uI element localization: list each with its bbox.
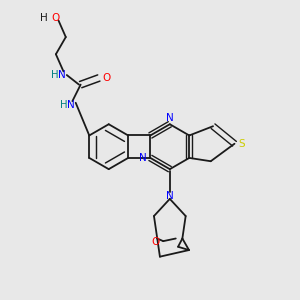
Text: N: N bbox=[58, 70, 65, 80]
Text: H: H bbox=[40, 13, 47, 23]
Text: H: H bbox=[60, 100, 68, 110]
Text: N: N bbox=[139, 153, 147, 163]
Text: O: O bbox=[151, 237, 159, 247]
Text: N: N bbox=[166, 190, 174, 201]
Text: H: H bbox=[51, 70, 59, 80]
Text: O: O bbox=[102, 73, 110, 83]
Text: S: S bbox=[238, 139, 245, 149]
Text: N: N bbox=[67, 100, 75, 110]
Text: O: O bbox=[51, 13, 59, 23]
Text: N: N bbox=[166, 113, 174, 123]
